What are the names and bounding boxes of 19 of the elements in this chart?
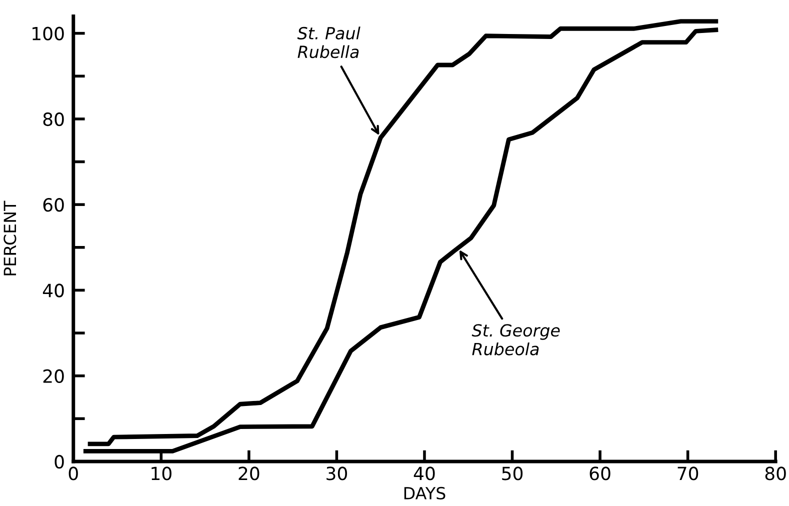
y-tick-label: 20 [43, 369, 64, 383]
x-tick-label: 60 [590, 466, 610, 480]
annotation: St. Paul Rubella [297, 26, 360, 58]
y-tick-label: 0 [54, 454, 64, 469]
x-axis-title: DAYS [404, 486, 446, 500]
y-tick-label: 100 [32, 26, 64, 40]
x-tick-label: 70 [678, 466, 698, 480]
x-tick-label: 10 [152, 466, 172, 480]
y-tick-label: 60 [43, 198, 64, 212]
x-tick-label: 20 [238, 466, 260, 480]
x-tick-label: 50 [502, 466, 523, 480]
y-tick-label: 80 [43, 112, 64, 126]
x-tick-label: 0 [68, 466, 78, 480]
y-tick-label: 40 [42, 284, 64, 298]
x-tick-label: 40 [414, 466, 435, 480]
annotation: St. George Rubeola [472, 324, 560, 356]
x-tick-label: 80 [765, 466, 786, 480]
x-tick-label: 30 [326, 466, 347, 480]
y-axis-title: PERCENT [4, 200, 16, 276]
